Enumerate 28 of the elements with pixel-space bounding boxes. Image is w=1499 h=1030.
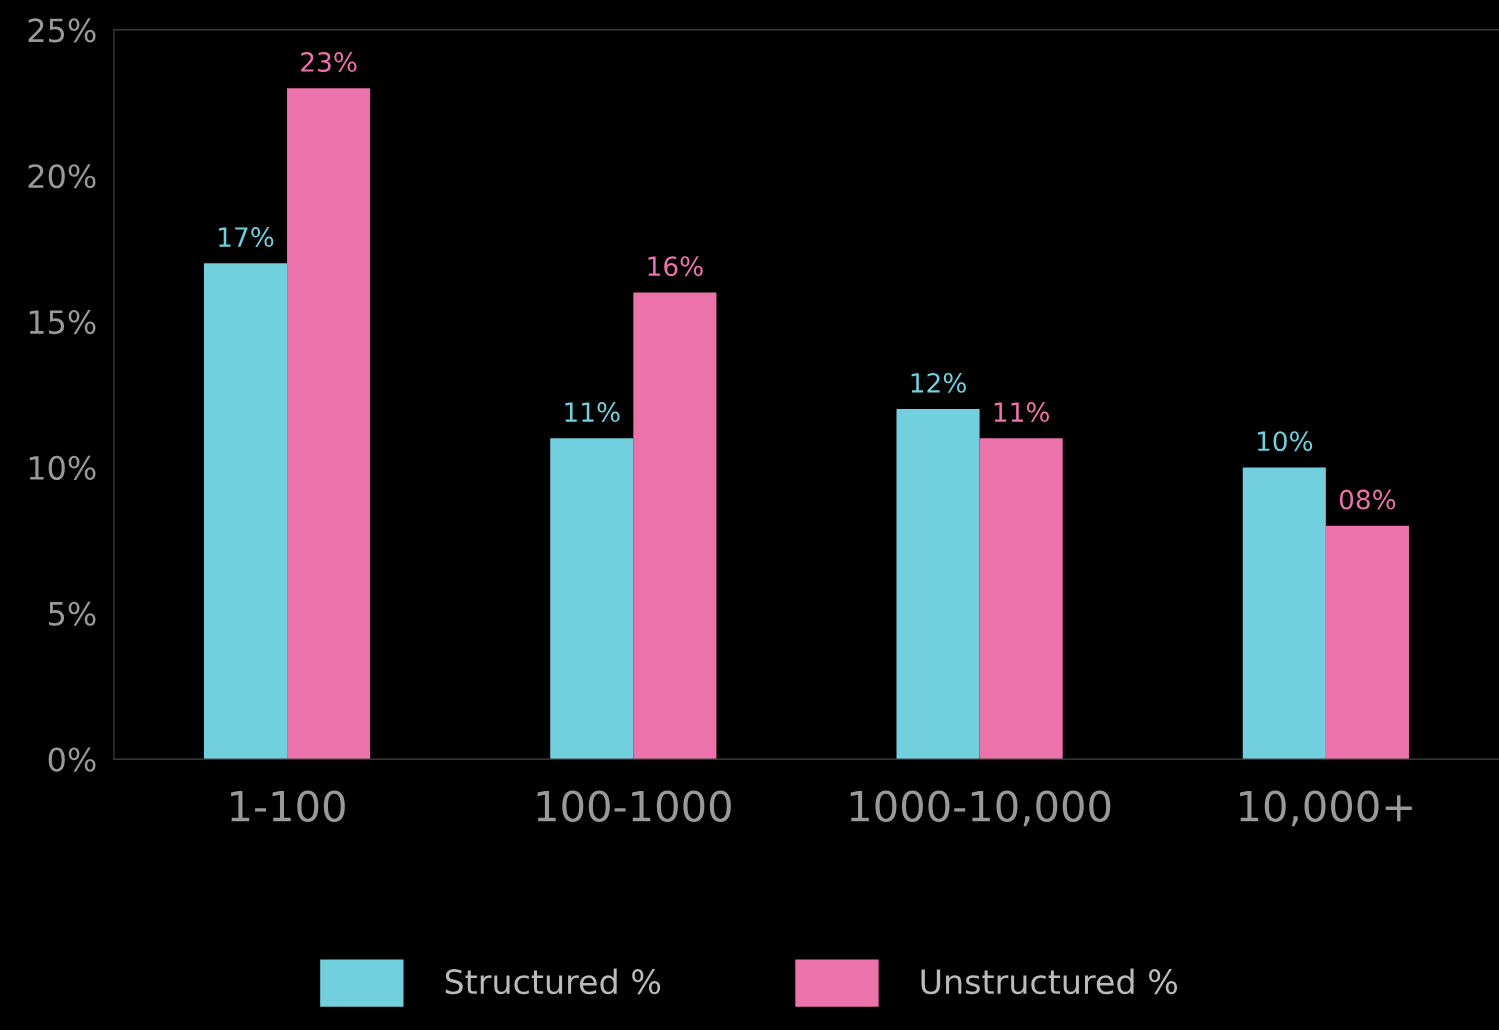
data-label: 17% — [219, 227, 274, 247]
x-tick-label: 100-1000 — [537, 790, 731, 822]
data-label: 11% — [565, 402, 620, 423]
legend-label: Structured % — [445, 968, 661, 995]
legend-label: Unstructured % — [921, 968, 1177, 995]
data-label: 10% — [1257, 431, 1313, 452]
x-tick-label: 1-100 — [231, 790, 345, 822]
y-tick-label: 5% — [49, 601, 96, 626]
bar — [979, 438, 1063, 760]
bar — [633, 292, 717, 760]
x-tick-label: 1000-10,000 — [850, 790, 1111, 827]
y-tick-label: 10% — [29, 455, 96, 480]
bar — [1242, 467, 1326, 760]
data-label: 08% — [1339, 489, 1396, 510]
bar — [896, 409, 980, 760]
data-label: 11% — [994, 402, 1050, 423]
data-label: 23% — [301, 52, 357, 72]
bar — [203, 263, 288, 760]
bar — [287, 88, 371, 760]
bar — [1325, 525, 1409, 760]
y-tick-label: 0% — [48, 747, 96, 772]
y-tick-label: 20% — [28, 164, 96, 189]
x-tick-label: 10,000+ — [1240, 790, 1412, 827]
data-label: 12% — [911, 372, 966, 393]
y-tick-label: 15% — [29, 309, 96, 335]
data-label: 16% — [648, 256, 703, 277]
y-tick-label: 25% — [28, 18, 96, 43]
bar — [550, 438, 634, 760]
